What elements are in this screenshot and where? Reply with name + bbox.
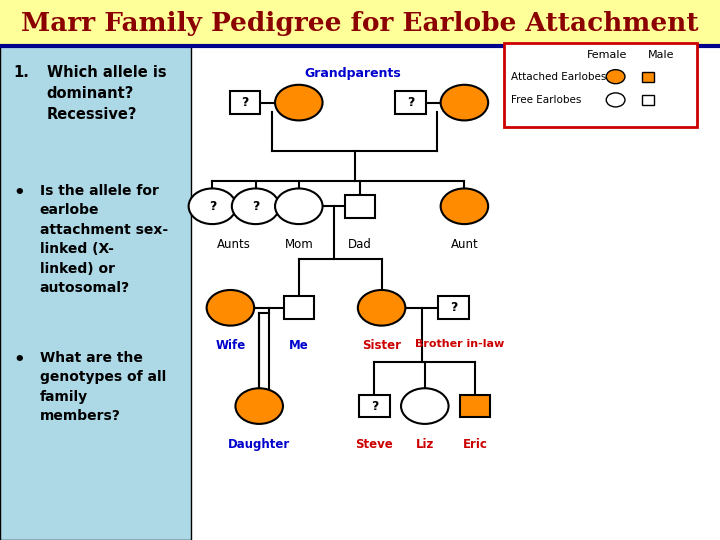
Text: ?: ?	[209, 200, 216, 213]
Text: Daughter: Daughter	[228, 438, 290, 451]
Circle shape	[606, 70, 625, 84]
Bar	[395, 91, 426, 114]
Text: •: •	[13, 184, 24, 201]
Circle shape	[189, 188, 236, 224]
Text: ?: ?	[371, 400, 378, 413]
Bar	[345, 195, 375, 218]
Bar	[642, 95, 654, 105]
Text: Female: Female	[587, 50, 627, 60]
Circle shape	[275, 188, 323, 224]
Text: 1.: 1.	[13, 65, 29, 80]
Text: Attached Earlobes: Attached Earlobes	[511, 72, 606, 82]
Circle shape	[401, 388, 449, 424]
Text: Male: Male	[648, 50, 674, 60]
Text: Free Earlobes: Free Earlobes	[511, 95, 582, 105]
Text: ?: ?	[407, 96, 414, 109]
Text: Aunts: Aunts	[217, 238, 251, 251]
FancyBboxPatch shape	[0, 0, 720, 46]
Bar	[284, 296, 314, 319]
Bar	[504, 43, 697, 127]
Text: Liz: Liz	[415, 438, 434, 451]
Text: ?: ?	[252, 200, 259, 213]
Text: Is the allele for
earlobe
attachment sex-
linked (X-
linked) or
autosomal?: Is the allele for earlobe attachment sex…	[40, 184, 168, 295]
Text: Brother in-law: Brother in-law	[415, 339, 504, 349]
Circle shape	[358, 290, 405, 326]
Bar	[230, 91, 260, 114]
Text: Mom: Mom	[284, 238, 313, 251]
Circle shape	[232, 188, 279, 224]
Text: What are the
genotypes of all
family
members?: What are the genotypes of all family mem…	[40, 351, 166, 423]
Text: •: •	[13, 351, 24, 369]
Circle shape	[441, 188, 488, 224]
Circle shape	[275, 85, 323, 120]
Text: Me: Me	[289, 339, 309, 352]
Bar	[438, 296, 469, 319]
Text: Aunt: Aunt	[451, 238, 478, 251]
Circle shape	[207, 290, 254, 326]
Bar	[642, 72, 654, 82]
Circle shape	[235, 388, 283, 424]
Circle shape	[441, 85, 488, 120]
Text: Grandparents: Grandparents	[305, 68, 401, 80]
Circle shape	[606, 93, 625, 107]
Text: ?: ?	[450, 301, 457, 314]
Text: ?: ?	[241, 96, 248, 109]
Bar	[460, 395, 490, 417]
Text: Which allele is
dominant?
Recessive?: Which allele is dominant? Recessive?	[47, 65, 166, 122]
Text: Dad: Dad	[348, 238, 372, 251]
Bar	[0, 46, 191, 540]
Text: Sister: Sister	[362, 339, 401, 352]
Text: Steve: Steve	[356, 438, 393, 451]
Text: Wife: Wife	[215, 339, 246, 352]
Text: Marr Family Pedigree for Earlobe Attachment: Marr Family Pedigree for Earlobe Attachm…	[21, 11, 699, 36]
Text: Eric: Eric	[463, 438, 487, 451]
Bar	[359, 395, 390, 417]
